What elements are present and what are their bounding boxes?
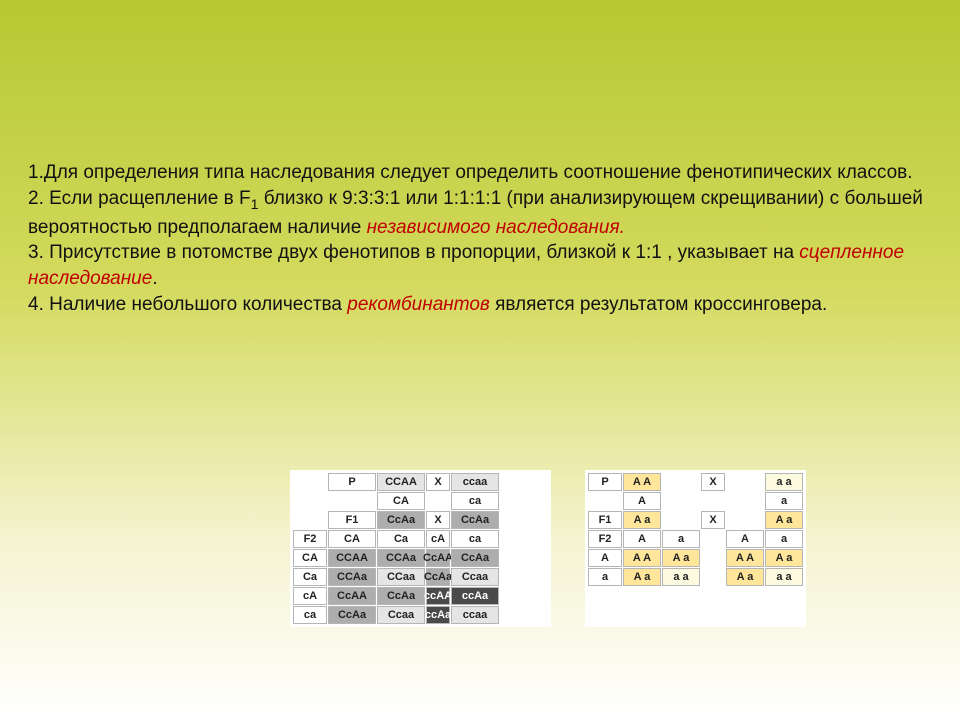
figures: PCCAAXccaaCAcaF1CcAaXCcAaF2CACacAcaCACCA… [290, 470, 806, 627]
grid-cell [328, 492, 376, 510]
grid-cell [293, 492, 327, 510]
p4a: 4. Наличие небольшого количества [28, 294, 347, 315]
punnett-flowers: PA AXa aAaF1A aXA aF2AaAaAA AA aA AA aaA… [585, 470, 806, 627]
grid-cell: CCAA [328, 549, 376, 567]
p1: 1.Для определения типа наследования след… [28, 162, 913, 183]
grid-cell [588, 492, 622, 510]
grid-cell: F2 [588, 530, 622, 548]
grid-cell: A A [623, 473, 661, 491]
grid-cell: CcAa [377, 511, 425, 529]
punnett-rabbits: PCCAAXccaaCAcaF1CcAaXCcAaF2CACacAcaCACCA… [290, 470, 551, 627]
p4-red: рекомбинантов [347, 294, 490, 315]
grid-cell: P [328, 473, 376, 491]
body-text: 1.Для определения типа наследования след… [28, 160, 928, 317]
grid-cell: CA [293, 549, 327, 567]
grid-cell [701, 568, 725, 586]
grid-cell: Ca [293, 568, 327, 586]
grid-cell: CCaa [377, 568, 425, 586]
grid-cell [426, 492, 450, 510]
grid-cell [500, 587, 548, 605]
grid-cell [701, 492, 725, 510]
grid-cell: A a [765, 511, 803, 529]
grid-cell: CcAa [377, 587, 425, 605]
grid-cell: A A [623, 549, 661, 567]
grid-cell: CcAa [451, 549, 499, 567]
grid-cell: CCAa [377, 549, 425, 567]
grid-cell [500, 549, 548, 567]
grid-cell [662, 492, 700, 510]
grid-cell: a [588, 568, 622, 586]
grid-cell [500, 473, 548, 491]
grid-cell: A A [726, 549, 764, 567]
p4b: является результатом кроссинговера. [490, 294, 827, 315]
grid-cell [662, 511, 700, 529]
grid-cell: X [426, 511, 450, 529]
grid-cell [500, 492, 548, 510]
grid-cell [726, 492, 764, 510]
grid-cell: a [765, 530, 803, 548]
grid-cell: Ccaa [377, 606, 425, 624]
grid-cell: a [765, 492, 803, 510]
grid-cell: CcAa [451, 511, 499, 529]
grid-cell: a a [662, 568, 700, 586]
grid-cell [500, 606, 548, 624]
grid-cell: Ccaa [451, 568, 499, 586]
grid-cell [293, 511, 327, 529]
grid-cell: CcAa [328, 606, 376, 624]
grid-cell: X [701, 473, 725, 491]
grid-cell: A [726, 530, 764, 548]
grid-cell [500, 511, 548, 529]
grid-cell [726, 511, 764, 529]
grid-cell: A [623, 530, 661, 548]
grid-cell: F2 [293, 530, 327, 548]
grid-cell [662, 473, 700, 491]
grid-cell [293, 473, 327, 491]
grid-cell: X [426, 473, 450, 491]
grid-cell: ccaa [451, 606, 499, 624]
grid-cell: A [623, 492, 661, 510]
p3b: . [152, 268, 157, 289]
grid-cell: CCAA [377, 473, 425, 491]
grid-cell [500, 530, 548, 548]
grid-cell: ccaa [451, 473, 499, 491]
grid-cell: CA [377, 492, 425, 510]
p2-red: независимого наследования. [367, 217, 625, 238]
grid-cell [701, 530, 725, 548]
grid-cell [500, 568, 548, 586]
grid-cell: a a [765, 568, 803, 586]
grid-cell: a [662, 530, 700, 548]
p3a: 3. Присутствие в потомстве двух фенотипо… [28, 242, 799, 263]
grid-cell: a a [765, 473, 803, 491]
grid-cell: CcAA [328, 587, 376, 605]
grid-cell: cA [426, 530, 450, 548]
grid-cell: A [588, 549, 622, 567]
grid-cell: F1 [328, 511, 376, 529]
grid-cell: cA [293, 587, 327, 605]
grid-cell [726, 473, 764, 491]
grid-cell: CcAA [426, 549, 450, 567]
grid-cell: CcAa [426, 568, 450, 586]
grid-cell: F1 [588, 511, 622, 529]
grid-cell: ccAa [451, 587, 499, 605]
grid-cell: A a [765, 549, 803, 567]
grid-cell: ca [451, 530, 499, 548]
grid-cell: P [588, 473, 622, 491]
grid-cell: ca [451, 492, 499, 510]
grid-cell [701, 549, 725, 567]
p2a: 2. Если расщепление в F [28, 188, 251, 209]
grid-cell: CCAa [328, 568, 376, 586]
grid-cell: ccAA [426, 587, 450, 605]
grid-cell: Ca [377, 530, 425, 548]
grid-cell: ccAa [426, 606, 450, 624]
grid-cell: CA [328, 530, 376, 548]
grid-cell: X [701, 511, 725, 529]
grid-cell: ca [293, 606, 327, 624]
grid-cell: A a [726, 568, 764, 586]
p2-sub: 1 [251, 196, 259, 212]
grid-cell: A a [623, 568, 661, 586]
grid-cell: A a [623, 511, 661, 529]
grid-cell: A a [662, 549, 700, 567]
